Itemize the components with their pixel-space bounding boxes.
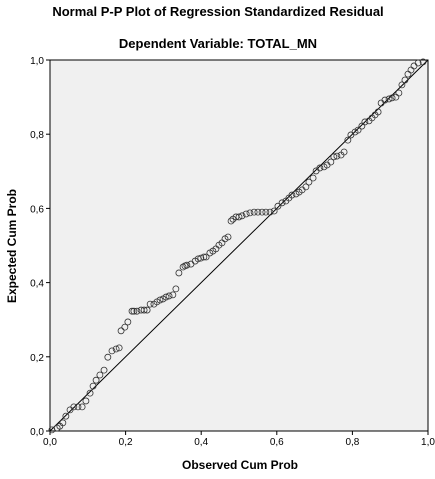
x-tick-label: 0,8: [345, 437, 359, 448]
x-tick-label: 0,4: [194, 437, 208, 448]
y-axis-label: Expected Cum Prob: [5, 189, 19, 303]
x-tick-label: 0,0: [43, 437, 57, 448]
x-tick-label: 0,2: [119, 437, 133, 448]
x-tick-label: 1,0: [421, 437, 435, 448]
y-tick-label: 0,6: [30, 204, 44, 215]
chart-subtitle: Dependent Variable: TOTAL_MN: [119, 36, 317, 51]
y-tick-label: 0,0: [30, 427, 44, 438]
y-tick-label: 1,0: [30, 56, 44, 67]
x-tick-label: 0,6: [270, 437, 284, 448]
chart: Normal P-P Plot of Regression Standardiz…: [0, 0, 435, 474]
x-axis-label: Observed Cum Prob: [182, 458, 298, 472]
y-tick-label: 0,4: [30, 279, 44, 290]
y-tick-label: 0,2: [30, 353, 44, 364]
chart-title: Normal P-P Plot of Regression Standardiz…: [52, 4, 383, 19]
y-tick-label: 0,8: [30, 130, 44, 141]
